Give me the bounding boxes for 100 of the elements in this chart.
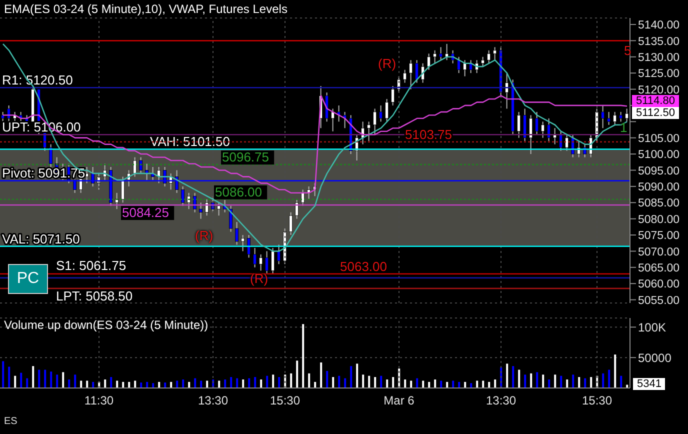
bar bbox=[218, 380, 220, 388]
candlestick bbox=[433, 50, 437, 64]
candlestick bbox=[487, 50, 491, 64]
bar bbox=[410, 380, 412, 388]
bar bbox=[326, 370, 328, 388]
y-tick-label: 5090.00 bbox=[638, 181, 680, 194]
bar bbox=[338, 376, 340, 388]
candlestick bbox=[181, 186, 185, 206]
bar bbox=[578, 377, 580, 388]
bar bbox=[446, 382, 448, 388]
bar bbox=[290, 373, 292, 388]
bar bbox=[152, 383, 154, 388]
bar bbox=[542, 374, 544, 388]
bar bbox=[374, 377, 376, 388]
candlestick bbox=[295, 198, 299, 220]
candlestick bbox=[133, 156, 137, 178]
candlestick bbox=[193, 192, 197, 213]
bar bbox=[620, 376, 622, 388]
bar bbox=[194, 378, 196, 388]
bar bbox=[182, 379, 184, 388]
bar bbox=[14, 376, 16, 388]
bar bbox=[8, 366, 10, 388]
bar bbox=[38, 370, 40, 388]
bar bbox=[176, 380, 178, 388]
ref-line-label: 5103.75 bbox=[405, 126, 452, 142]
bar bbox=[584, 378, 586, 388]
candlestick bbox=[481, 56, 485, 68]
chart-title: EMA(ES 03-24 (5 Minute),10), VWAP, Futures Levels bbox=[4, 2, 288, 16]
candlestick bbox=[325, 92, 329, 122]
bar bbox=[254, 377, 256, 388]
bar bbox=[518, 370, 520, 388]
bar bbox=[302, 324, 304, 388]
annotation: 1 bbox=[620, 120, 628, 135]
candlestick bbox=[391, 86, 395, 106]
bar bbox=[242, 379, 244, 388]
candlestick bbox=[385, 98, 389, 122]
y-tick-label: 5120.00 bbox=[638, 84, 680, 96]
candlestick bbox=[199, 202, 203, 220]
x-tick-label: Mar 6 bbox=[384, 394, 415, 408]
bar bbox=[266, 376, 268, 388]
y-tick-label: 5105.00 bbox=[638, 132, 680, 145]
y-tick-label: 5060.00 bbox=[638, 278, 680, 291]
bar bbox=[560, 376, 562, 388]
candlestick bbox=[547, 118, 551, 142]
candlestick bbox=[493, 46, 497, 61]
bar bbox=[128, 382, 130, 388]
bar bbox=[86, 380, 88, 388]
ref-line-label: 5096.75 bbox=[222, 150, 269, 165]
bar bbox=[50, 372, 52, 388]
candlestick bbox=[271, 247, 275, 274]
bar bbox=[362, 374, 364, 388]
candlestick bbox=[607, 111, 611, 126]
candlestick bbox=[367, 121, 371, 142]
candlestick bbox=[541, 121, 545, 138]
candlestick bbox=[559, 130, 563, 152]
bar bbox=[56, 374, 58, 388]
bar bbox=[134, 380, 136, 388]
bar bbox=[356, 364, 358, 388]
bar bbox=[470, 383, 472, 388]
bar bbox=[74, 374, 76, 388]
text: ES bbox=[4, 416, 18, 427]
annotation: (R) bbox=[195, 228, 214, 243]
pc-button: PC bbox=[8, 264, 48, 294]
bar bbox=[248, 378, 250, 388]
bar bbox=[296, 360, 298, 388]
bar bbox=[200, 380, 202, 388]
chart-title: Volume up down(ES 03-24 (5 Minute)) bbox=[4, 318, 208, 332]
y-tick-label: 5070.00 bbox=[638, 246, 680, 258]
bar bbox=[206, 380, 208, 388]
ref-line-label: 5063.00 bbox=[340, 258, 387, 274]
candlestick bbox=[439, 46, 443, 61]
candlestick bbox=[241, 234, 245, 252]
y-tick-label: 5140.00 bbox=[638, 20, 680, 32]
candlestick bbox=[625, 108, 629, 122]
bar bbox=[428, 382, 430, 388]
y-tick-label: 5130.00 bbox=[638, 52, 680, 64]
bar bbox=[314, 382, 316, 388]
bar bbox=[44, 370, 46, 388]
candlestick bbox=[331, 108, 335, 132]
bar bbox=[536, 372, 538, 388]
candlestick bbox=[229, 205, 233, 232]
candlestick bbox=[265, 250, 269, 274]
candlestick bbox=[415, 60, 419, 84]
bar bbox=[608, 370, 610, 388]
y-tick-label: 50000 bbox=[638, 350, 672, 365]
bar bbox=[236, 378, 238, 388]
candlestick bbox=[403, 69, 407, 84]
bar bbox=[32, 366, 34, 388]
candlestick bbox=[427, 53, 431, 70]
y-tick-label: 5075.00 bbox=[638, 230, 680, 242]
bar bbox=[482, 380, 484, 388]
candlestick bbox=[247, 234, 251, 258]
bar bbox=[278, 377, 280, 388]
candlestick bbox=[421, 62, 425, 84]
bar bbox=[590, 377, 592, 388]
bar bbox=[380, 376, 382, 388]
candlestick bbox=[217, 202, 221, 216]
text: 5112.50 bbox=[632, 107, 679, 119]
candlestick bbox=[121, 176, 125, 204]
candlestick bbox=[187, 192, 191, 210]
